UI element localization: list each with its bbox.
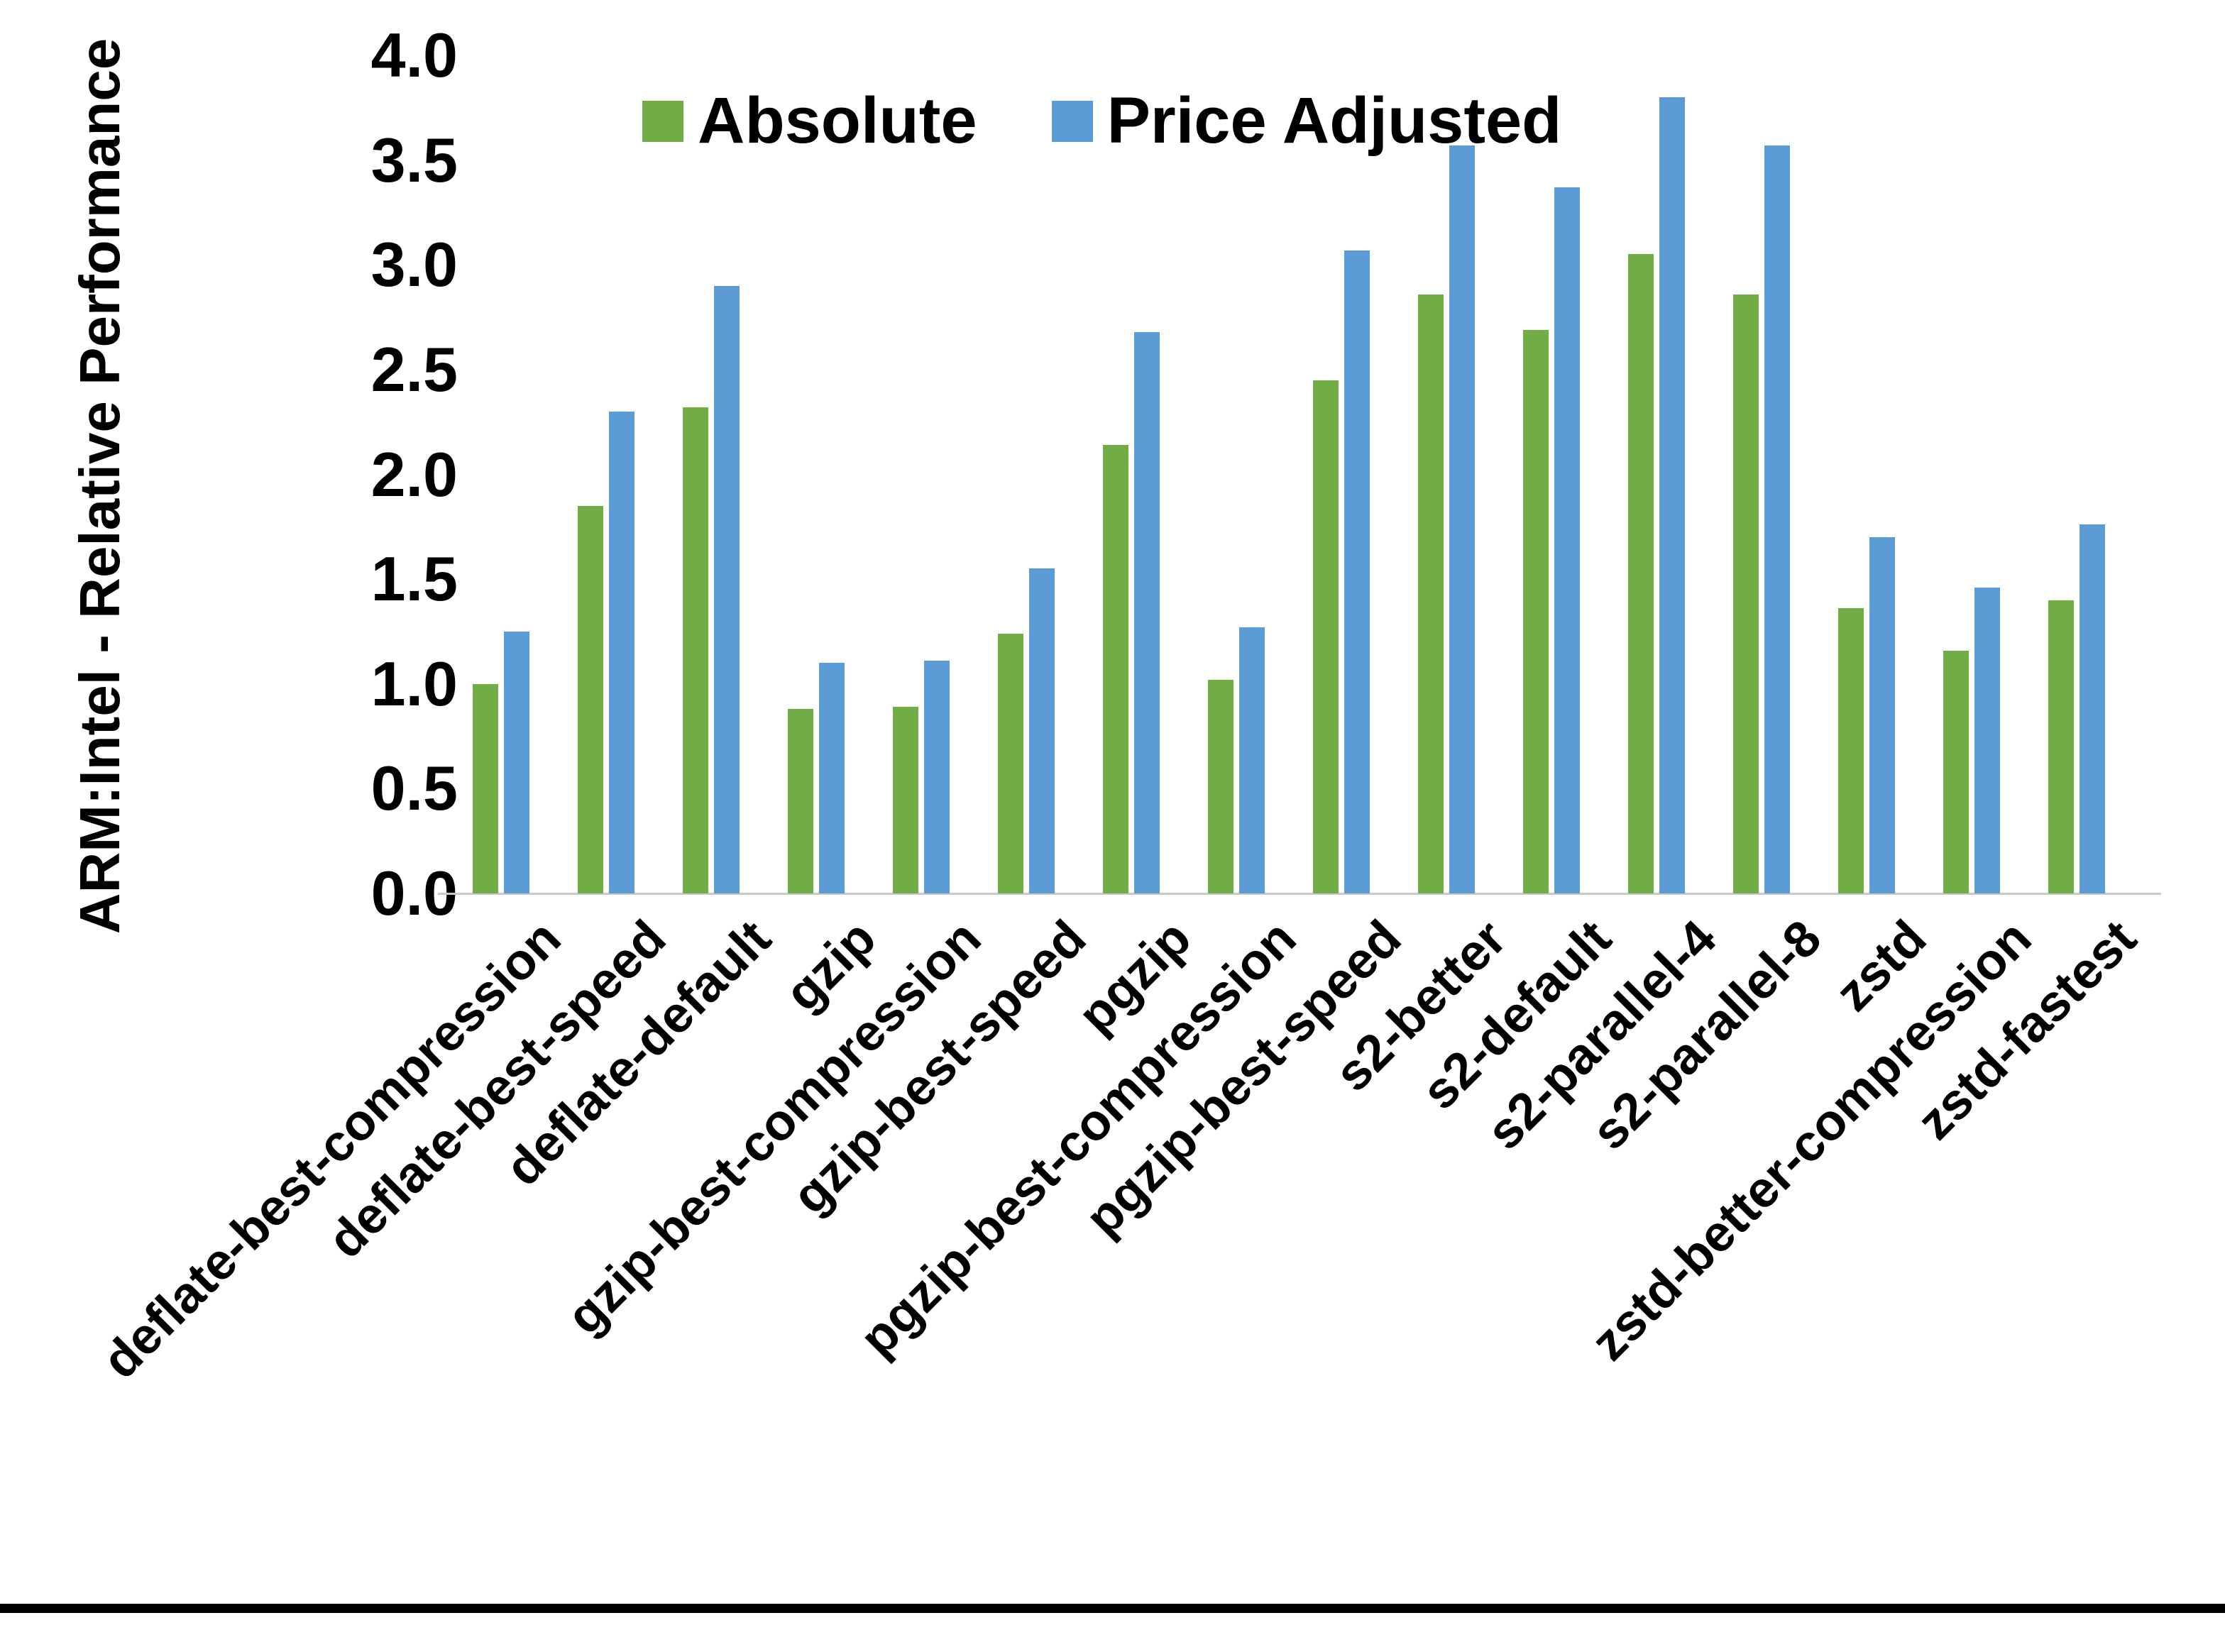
y-tick-2.5: 2.5 [370, 334, 458, 404]
bar-absolute-pgzip-best-speed [1313, 380, 1339, 893]
y-tick-4.0: 4.0 [370, 20, 458, 90]
bar-absolute-pgzip-best-compression [1208, 679, 1234, 893]
bar-absolute-s2-parallel-4 [1628, 254, 1654, 893]
legend-label-price-adjusted: Price Adjusted [1106, 84, 1562, 157]
bar-absolute-s2-better [1418, 294, 1444, 893]
legend-item-absolute: Absolute [642, 84, 977, 158]
bar-absolute-zstd-better-compression [1943, 650, 1969, 893]
page-bottom-border [0, 1604, 2225, 1613]
bar-absolute-zstd-fastest [2048, 600, 2074, 893]
bar-price-adjusted-deflate-best-compression [504, 631, 529, 893]
bar-price-adjusted-gzip-best-compression [924, 661, 950, 893]
bar-absolute-zstd [1838, 608, 1864, 893]
bar-absolute-gzip-best-speed [998, 633, 1023, 893]
y-tick-1.0: 1.0 [370, 648, 458, 719]
bar-price-adjusted-zstd-fastest [2080, 524, 2105, 893]
chart-page: ARM:Intel - Relative Performance Absolut… [0, 20, 2225, 1613]
bar-price-adjusted-zstd [1869, 537, 1895, 893]
legend-swatch-price-adjusted-icon [1051, 100, 1093, 142]
bar-absolute-s2-parallel-8 [1733, 294, 1759, 893]
y-tick-3.0: 3.0 [370, 229, 458, 300]
legend-label-absolute: Absolute [698, 84, 977, 157]
x-axis-line [438, 893, 2161, 895]
bar-price-adjusted-pgzip-best-compression [1239, 627, 1265, 893]
legend-item-price-adjusted: Price Adjusted [1051, 84, 1562, 158]
plot-area [438, 97, 2161, 895]
bar-absolute-deflate-best-compression [473, 683, 498, 893]
bar-price-adjusted-zstd-better-compression [1974, 587, 2000, 893]
bar-price-adjusted-s2-parallel-4 [1659, 97, 1685, 893]
legend-swatch-absolute-icon [642, 100, 683, 142]
bar-price-adjusted-pgzip-best-speed [1344, 250, 1370, 893]
y-tick-2.0: 2.0 [370, 439, 458, 510]
y-tick-1.5: 1.5 [370, 544, 458, 615]
bar-price-adjusted-deflate-best-speed [609, 411, 634, 893]
bar-price-adjusted-pgzip [1134, 331, 1160, 893]
bar-price-adjusted-deflate-default [714, 285, 740, 893]
bar-price-adjusted-gzip-best-speed [1029, 568, 1055, 893]
bar-absolute-gzip [788, 709, 813, 893]
bar-price-adjusted-s2-better [1449, 145, 1475, 893]
y-tick-0.5: 0.5 [370, 753, 458, 824]
bar-absolute-pgzip [1103, 445, 1128, 893]
bar-price-adjusted-s2-default [1554, 187, 1580, 893]
bar-absolute-s2-default [1523, 329, 1549, 893]
legend: Absolute Price Adjusted [642, 84, 1561, 158]
y-tick-3.5: 3.5 [370, 124, 458, 195]
bar-absolute-deflate-best-speed [578, 505, 603, 893]
bar-absolute-gzip-best-compression [893, 707, 918, 893]
bar-absolute-deflate-default [683, 407, 708, 893]
bar-price-adjusted-gzip [819, 663, 845, 893]
bar-price-adjusted-s2-parallel-8 [1764, 145, 1790, 893]
